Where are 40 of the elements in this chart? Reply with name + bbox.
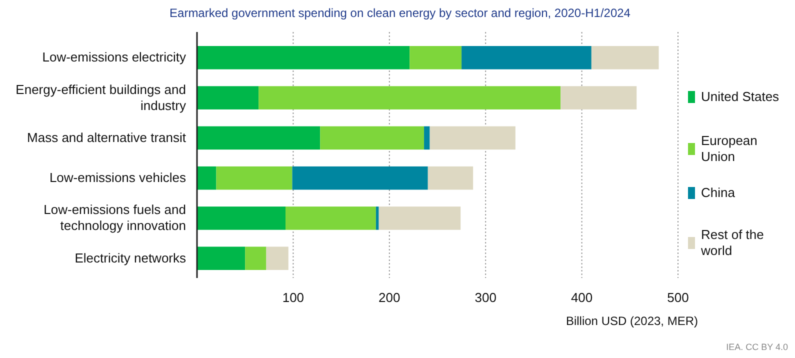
bar: [376, 206, 379, 230]
bar: [266, 246, 288, 270]
y-tick-label: Mass and alternative transit: [27, 130, 186, 145]
bar: [292, 166, 428, 190]
bar: [197, 206, 286, 230]
y-tick-label: Low-emissions electricity: [42, 50, 186, 65]
bar: [320, 126, 424, 150]
y-tick-label: Low-emissions fuels and technology innovation: [44, 202, 186, 234]
legend-label: European Union: [701, 133, 758, 164]
legend-label: China: [701, 185, 736, 200]
bar: [286, 206, 376, 230]
bar: [197, 46, 410, 70]
x-tick-label: 200: [378, 290, 400, 305]
x-tick-label: 300: [474, 290, 496, 305]
x-axis-title: Billion USD (2023, MER): [566, 314, 698, 328]
bar: [378, 206, 461, 230]
chart-title: Earmarked government spending on clean energy by sector and region, 2020-H1/2024: [170, 6, 631, 20]
bar: [197, 166, 216, 190]
bar: [245, 246, 266, 270]
bar: [197, 126, 320, 150]
y-tick-label: Electricity networks: [74, 250, 186, 266]
bar: [591, 46, 659, 70]
x-tick-label: 400: [570, 290, 593, 305]
bar: [216, 166, 292, 190]
bar: [424, 126, 430, 150]
x-tick-label: 100: [282, 290, 304, 305]
x-tick-label: 500: [667, 290, 689, 305]
bar: [197, 246, 246, 270]
bar: [430, 126, 516, 150]
y-tick-label: Low-emissions vehicles: [49, 170, 186, 186]
bar: [462, 46, 592, 70]
legend-label: Rest of the world: [700, 227, 764, 258]
legend-label: United States: [701, 89, 780, 104]
bar: [410, 46, 462, 70]
bar: [197, 86, 259, 110]
bar: [428, 166, 474, 190]
text: IEA. CC BY 4.0: [726, 342, 788, 352]
bar: [560, 86, 637, 110]
bar: [258, 86, 561, 110]
y-tick-label: Energy-efficient buildings and industry: [16, 82, 186, 113]
